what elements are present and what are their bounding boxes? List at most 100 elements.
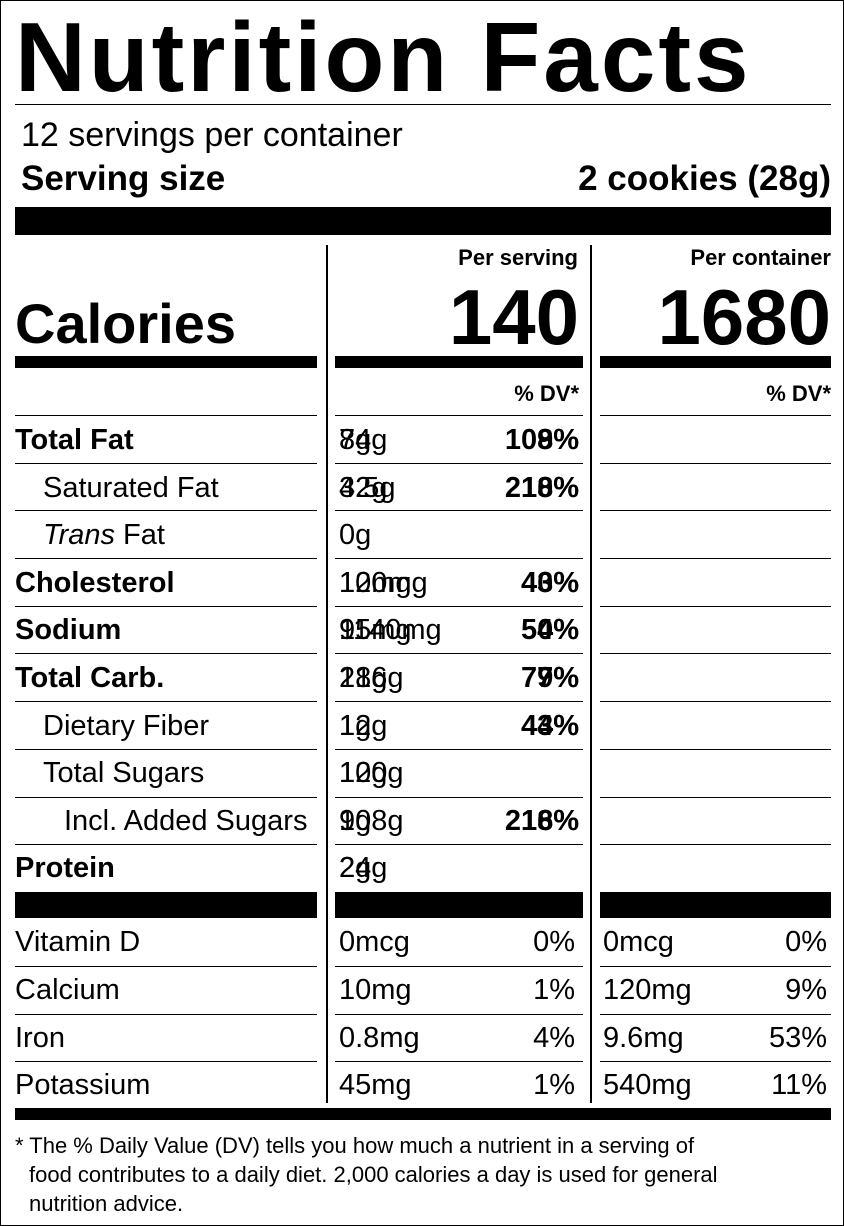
nutrient-serving-amount: 9g [339,805,372,837]
row-divider [335,463,583,464]
nutrient-serving-amount: 1g [339,710,372,742]
vitamin-name: Vitamin D [15,926,141,958]
servings-per-container: 12 servings per container [21,116,403,154]
nutrient-serving-amount: 24g [339,852,388,884]
nutrient-serving-amount: 7g [339,424,372,456]
nutrient-serving-amount: 18g [339,662,388,694]
vitamin-serving-dv: 0% [533,926,575,958]
vitamin-bar-right [600,892,831,918]
serving-size-label: Serving size [21,159,226,198]
label-title: Nutrition Facts [15,2,752,112]
per-serving-header: Per serving [458,245,578,270]
bottom-thick-divider [15,1108,831,1120]
nutrient-serving-dv: 216% [504,805,579,837]
nutrient-serving-amount: 2g [339,852,372,884]
nutrient-serving-amount: 10g [339,757,388,789]
row-divider [335,749,583,750]
row-divider [15,797,317,798]
row-divider [335,606,583,607]
row-divider [335,701,583,702]
row-divider [15,415,317,416]
nutrient-serving-dv: 4% [537,614,579,646]
vitamin-bar-middle [335,892,583,918]
vitamin-container-amount: 0mcg [603,926,674,958]
row-divider [15,653,317,654]
nutrient-serving-dv: 3% [537,567,579,599]
nutrient-serving-dv: 9% [537,424,579,456]
nutrient-serving-dv: 43% [520,710,579,742]
row-divider [335,510,583,511]
nutrient-serving-dv: 4% [537,710,579,742]
title-divider [15,104,831,105]
vitamin-serving-dv: 1% [533,1069,575,1101]
row-divider [335,844,583,845]
row-divider [335,558,583,559]
row-divider [15,701,317,702]
row-divider [15,558,317,559]
row-divider [600,1014,831,1015]
row-divider [335,966,583,967]
nutrient-serving-amount: 95mg [339,614,412,646]
nutrient-name: Cholesterol [15,567,175,599]
row-divider [15,1061,317,1062]
nutrient-name: Saturated Fat [43,472,219,504]
nutrient-serving-dv: 210% [504,472,579,504]
row-divider [600,510,831,511]
thick-divider-top [15,207,831,235]
calories-bar-left [15,356,317,368]
nutrient-serving-dv: 40% [520,567,579,599]
row-divider [335,415,583,416]
per-container-header: Per container [690,245,831,270]
nutrient-name: Total Carb. [15,662,165,694]
vitamin-serving-amount: 10mg [339,974,412,1006]
serving-size-value: 2 cookies (28g) [578,159,831,198]
vitamin-name: Calcium [15,974,120,1006]
calories-label: Calories [15,292,236,355]
vitamin-container-dv: 0% [785,926,827,958]
row-divider [335,797,583,798]
nutrient-serving-amount: 3.5g [339,472,396,504]
row-divider [600,844,831,845]
nutrient-serving-amount: 42g [339,472,388,504]
row-divider [335,653,583,654]
nutrient-name: Incl. Added Sugars [64,805,308,837]
vitamin-container-dv: 9% [785,974,827,1006]
calories-bar-middle [335,356,583,368]
column-divider-right [590,245,592,1103]
nutrient-serving-dv: 18% [520,805,579,837]
footnote-line-1: * The % Daily Value (DV) tells you how m… [15,1133,695,1158]
row-divider [600,558,831,559]
nutrient-serving-amount: 0g [339,519,372,551]
nutrient-serving-amount: 84g [339,424,388,456]
nutrient-serving-amount: 1140mg [339,614,442,646]
nutrient-name: Sodium [15,614,122,646]
vitamin-serving-dv: 1% [533,974,575,1006]
nutrient-name-rest: Fat [114,519,165,551]
row-divider [600,606,831,607]
nutrient-serving-amount: 10mg [339,567,412,599]
column-divider-left [326,245,328,1103]
nutrient-serving-dv: 18% [520,472,579,504]
vitamin-serving-dv: 4% [533,1022,575,1054]
nutrient-serving-dv: 79% [520,662,579,694]
row-divider [600,797,831,798]
row-divider [600,701,831,702]
footnote: * The % Daily Value (DV) tells you how m… [15,1131,815,1218]
footnote-line-3: nutrition advice. [29,1191,184,1216]
nutrient-serving-amount: 12g [339,710,388,742]
vitamin-serving-amount: 45mg [339,1069,412,1101]
nutrient-serving-dv: 108% [504,424,579,456]
vitamin-container-amount: 540mg [603,1069,692,1101]
nutrient-name: Total Fat [15,424,134,456]
row-divider [600,966,831,967]
footnote-line-2: food contributes to a daily diet. 2,000 … [29,1162,718,1187]
row-divider [600,653,831,654]
row-divider [335,1014,583,1015]
row-divider [15,1014,317,1015]
vitamin-serving-amount: 0.8mg [339,1022,420,1054]
row-divider [335,1061,583,1062]
row-divider [15,749,317,750]
row-divider [15,510,317,511]
nutrient-name-italic: Trans [43,519,115,551]
